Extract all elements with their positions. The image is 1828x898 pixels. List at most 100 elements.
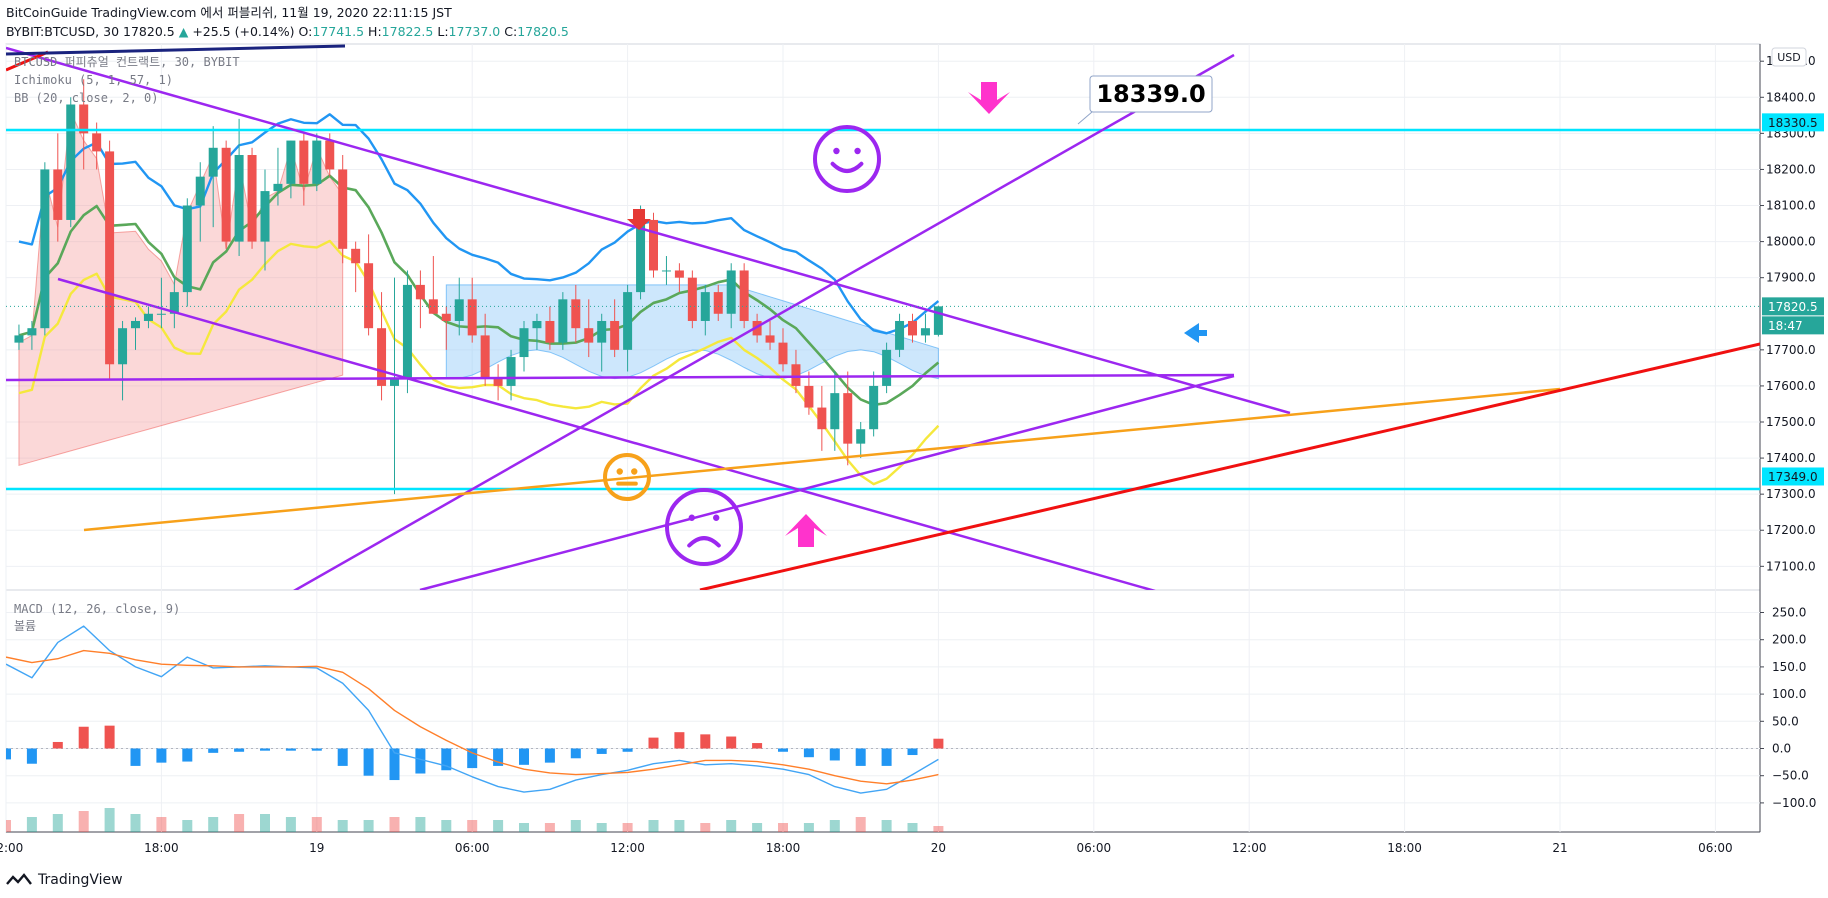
macd-histogram-bar [415,748,426,774]
candle-body [649,219,658,271]
upper-band-line [18,113,940,335]
candle-body [182,205,192,293]
candle-body [377,328,387,386]
legend-volume[interactable]: 볼륨 [14,619,36,633]
volume-bar [260,814,270,832]
volume-bar [208,817,219,832]
currency-badge[interactable]: USD [1771,47,1807,67]
macd-histogram-bar [260,748,270,751]
tradingview-logo-icon [6,873,32,885]
macd-histogram-bar [52,741,63,749]
macd-tick-label: 0.0 [1772,742,1791,756]
red-corner-line [6,50,49,72]
footer-brand[interactable]: TradingView [38,872,123,888]
currency-badge-box [1771,47,1807,67]
candle-body [118,328,128,365]
legend-macd[interactable]: MACD (12, 26, close, 9) [14,602,180,616]
candle-body [856,429,866,444]
close-label: C: [504,24,518,39]
legend: BTCUSD 퍼피츄얼 컨트랙트, 30, BYBIT Ichimoku (5,… [14,55,240,633]
candle-body [441,313,451,321]
price-tick-label: 18200.0 [1766,162,1816,176]
time-tick-label: 18:00 [766,841,801,855]
navy-corner-line [6,44,346,56]
macd-histogram-bar [803,748,814,758]
candle-body [286,140,296,184]
time-tick-label: 21 [1552,841,1567,855]
candle-body [234,155,244,242]
legend-series[interactable]: BTCUSD 퍼피츄얼 컨트랙트, 30, BYBIT [14,55,240,69]
candle-body [66,104,76,220]
candle-body [454,299,464,321]
channel-upper-line [292,53,1235,590]
price-pane[interactable] [5,43,1761,591]
last-price: 17820.5 [123,24,175,39]
candle-body [208,147,218,177]
macd-line [6,625,939,794]
candle-body [493,378,503,386]
volume-bar [130,814,141,832]
candle-body [338,169,348,249]
macd-histogram-bar [622,748,633,752]
candle-body [869,385,879,430]
candle-body [14,335,24,343]
level-upper-label: 18330.5 [1768,116,1818,130]
candle-body [312,140,322,184]
price-tick-label: 17200.0 [1766,523,1816,537]
macd-histogram-bar [234,748,245,752]
macd-plot [6,625,1760,832]
price-callout[interactable]: 18339.0 [1077,75,1213,125]
legend-bb[interactable]: BB (20, close, 2, 0) [14,91,159,105]
candle-body [571,299,581,329]
volume-bar [52,814,63,832]
volume-bar [363,820,374,832]
sad-face-icon [665,488,743,566]
channel-descending-bottom [57,277,1156,590]
level-lower-label: 17349.0 [1768,470,1818,484]
macd-tick-label: −50.0 [1772,769,1809,783]
chart-header: BitCoinGuide TradingView.com 에서 퍼블리쉬, 11… [6,3,569,41]
sad-face-icon-eye-right [713,514,720,521]
symbol-label[interactable]: BYBIT:BTCUSD, 30 [6,24,120,39]
candle-body [895,320,905,350]
ichimoku-cloud [18,109,939,466]
last-price-label: 17820.5 [1768,300,1818,314]
price-tick-label: 17300.0 [1766,487,1816,501]
volume-bar [6,820,11,832]
candle-body [364,263,374,329]
price-tick-label: 18400.0 [1766,90,1816,104]
candle-body [584,328,594,343]
macd-pane[interactable] [5,589,1761,833]
macd-histogram-bar [467,748,478,769]
price-change: +25.5 (+0.14%) [192,24,295,39]
volume-bar [234,814,245,832]
time-tick-label: 06:00 [1698,841,1733,855]
candle-body [169,292,179,314]
legend-ichimoku[interactable]: Ichimoku (5, 1, 57, 1) [14,73,173,87]
volume-bar [337,820,348,832]
callout-pointer [1077,111,1093,125]
candle-body [247,155,257,242]
macd-histogram-bar [104,725,115,749]
macd-histogram-bar [363,748,374,776]
macd-histogram-bar [829,748,840,761]
candle-body [532,320,542,329]
price-tick-label: 17900.0 [1766,271,1816,285]
macd-tick-label: 200.0 [1772,633,1806,647]
candle-body [27,328,37,336]
volume-bar [467,820,478,832]
candle-body [920,328,930,336]
macd-histogram-bar [855,748,866,766]
neutral-face-icon-eye-right [631,468,638,475]
candle-body [687,277,697,321]
low-value: 17737.0 [448,24,501,39]
candle-body [221,147,231,242]
candle-body [713,292,723,314]
candle-body [661,270,671,272]
time-tick-label: 19 [309,841,324,855]
macd-tick-label: 100.0 [1772,687,1806,701]
arrow-down-icon [968,82,1010,114]
volume-bar [726,820,737,832]
volume-bar [156,817,167,832]
